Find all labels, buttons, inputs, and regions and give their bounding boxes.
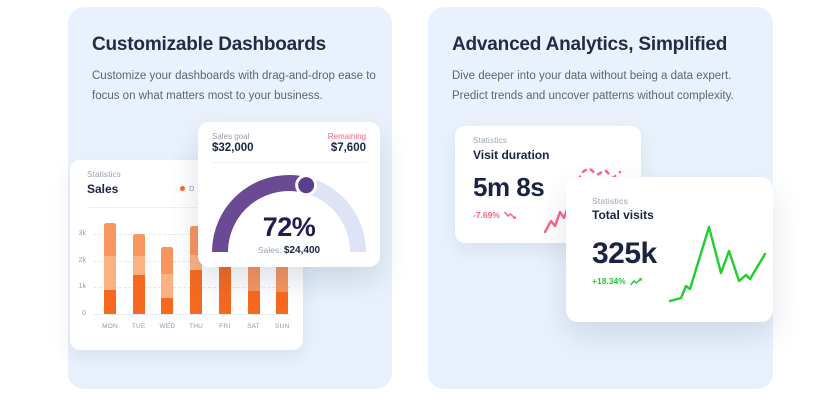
x-axis-label: THU <box>189 323 204 330</box>
x-axis-label: SAT <box>247 323 260 330</box>
gauge-percent-value: 72% <box>262 212 316 242</box>
visit-duration-title: Visit duration <box>473 148 550 162</box>
bar-segment-dark <box>104 289 116 314</box>
visit-duration-value: 5m 8s <box>473 172 545 202</box>
y-axis-tick-label: 1k <box>78 283 86 291</box>
statistics-label: Statistics <box>473 136 508 145</box>
legend-label: D <box>189 184 195 193</box>
feature-description: Dive deeper into your data without being… <box>452 67 734 106</box>
total-visits-delta-value: +18.34% <box>592 276 626 286</box>
bar-segment-dark <box>190 269 203 314</box>
bar-mon <box>104 223 116 314</box>
x-axis-label: SUN <box>275 323 290 330</box>
feature-title: Customizable Dashboards <box>92 34 327 55</box>
total-visits-title: Total visits <box>592 208 654 222</box>
bar-chart-gridline <box>94 314 290 315</box>
gauge-sales-value: $24,400 <box>283 245 321 256</box>
sales-goal-value: $32,000 <box>212 142 254 154</box>
visit-duration-delta-value: -7.69% <box>473 210 500 220</box>
statistics-label: Statistics <box>592 196 629 206</box>
feature-description-line: focus on what matters most to your busin… <box>92 89 323 102</box>
total-visits-value: 325k <box>592 237 657 270</box>
bar-segment-dark <box>247 290 260 314</box>
trend-down-icon <box>504 211 517 219</box>
sales-goal-card: Sales goal $32,000 Remaining $7,600 72% … <box>198 122 380 267</box>
sales-title: Sales <box>87 182 119 196</box>
x-axis-label: MON <box>102 323 118 330</box>
gauge-knob <box>295 174 318 197</box>
remaining-label: Remaining <box>327 132 366 141</box>
bar-segment-medium <box>104 223 116 257</box>
bar-segment-dark <box>218 267 231 314</box>
bar-segment-dark <box>276 292 289 314</box>
gauge-sales-caption: Sales: $24,400 <box>198 245 380 256</box>
x-axis-label: WED <box>159 323 176 330</box>
x-axis-label: FRI <box>219 323 231 330</box>
bar-tue <box>132 233 145 314</box>
gauge-sales-prefix: Sales: <box>257 245 282 255</box>
feature-description-line: Dive deeper into your data without being… <box>452 70 732 82</box>
sales-goal-label: Sales goal <box>212 132 250 141</box>
x-axis-label: TUE <box>131 323 146 330</box>
feature-description-line: Customize your dashboards with drag-and-… <box>92 70 376 82</box>
feature-description-line: Predict trends and uncover patterns with… <box>452 89 734 102</box>
trend-up-icon <box>630 277 643 285</box>
feature-title: Advanced Analytics, Simplified <box>452 34 728 55</box>
bar-segment-pale <box>161 273 174 298</box>
bar-segment-medium <box>161 247 174 274</box>
total-visits-sparkline-line <box>668 225 767 303</box>
feature-description: Customize your dashboards with drag-and-… <box>92 67 376 106</box>
gauge-fill <box>212 175 309 253</box>
sales-legend: D <box>180 184 194 193</box>
total-visits-card: Statistics Total visits 325k +18.34% <box>566 177 773 322</box>
y-axis-tick-label: 2k <box>78 256 86 264</box>
total-visits-sparkline <box>668 225 767 303</box>
y-axis-tick-label: 0 <box>82 310 86 317</box>
bar-wed <box>161 247 174 314</box>
y-axis-tick-label: 3k <box>78 229 86 237</box>
legend-dot-icon <box>180 186 185 191</box>
divider <box>87 207 293 208</box>
bar-segment-pale <box>132 255 145 276</box>
visit-duration-delta: -7.69% <box>473 210 517 220</box>
statistics-label: Statistics <box>87 170 122 179</box>
bar-segment-medium <box>132 233 145 256</box>
total-visits-delta: +18.34% <box>592 276 643 286</box>
divider <box>212 162 366 163</box>
bar-segment-medium <box>247 267 260 291</box>
bar-segment-medium <box>276 267 289 293</box>
bar-segment-dark <box>132 275 145 314</box>
bar-segment-pale <box>104 256 116 290</box>
remaining-value: $7,600 <box>330 142 366 154</box>
bar-segment-dark <box>161 297 174 314</box>
